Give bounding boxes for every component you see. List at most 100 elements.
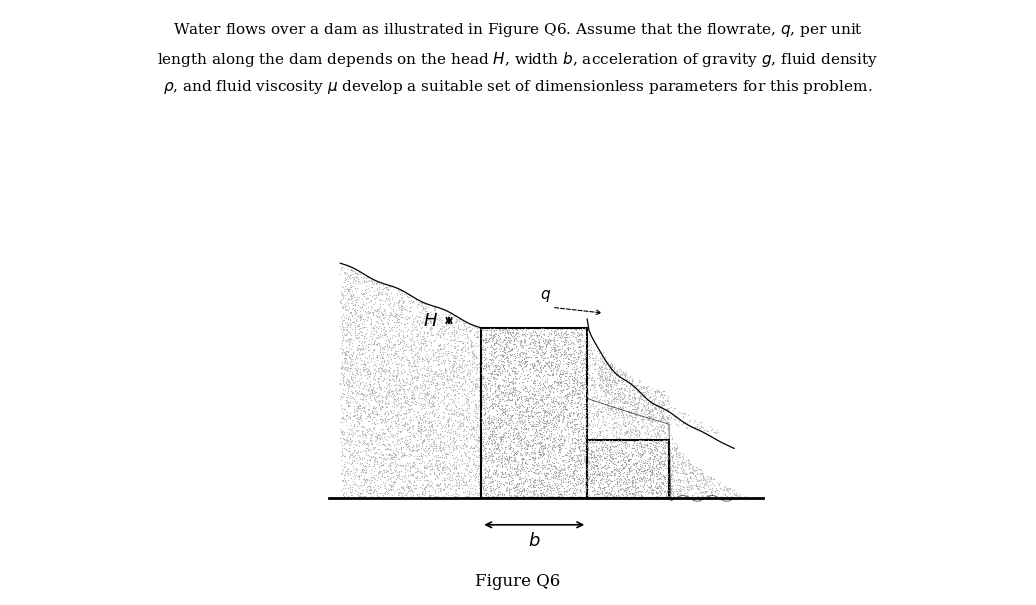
Point: [540, 382, 556, 391]
Point: [695, 472, 712, 482]
Point: [557, 486, 574, 495]
Point: [372, 414, 388, 424]
Point: [335, 335, 351, 345]
Point: [577, 419, 594, 429]
Point: [469, 431, 486, 440]
Point: [388, 473, 405, 482]
Point: [521, 333, 538, 342]
Point: [349, 448, 366, 457]
Point: [439, 449, 456, 459]
Point: [334, 363, 350, 373]
Point: [548, 378, 565, 387]
Point: [603, 379, 620, 388]
Point: [547, 466, 564, 476]
Point: [576, 446, 593, 456]
Point: [706, 480, 722, 489]
Point: [524, 342, 541, 352]
Point: [386, 456, 403, 465]
Point: [379, 359, 396, 368]
Point: [429, 463, 445, 473]
Point: [452, 442, 468, 452]
Point: [543, 429, 559, 439]
Point: [633, 382, 650, 392]
Point: [338, 349, 354, 359]
Point: [583, 456, 600, 466]
Point: [529, 411, 546, 421]
Point: [548, 410, 565, 420]
Point: [478, 394, 494, 404]
Point: [646, 417, 663, 427]
Point: [341, 358, 357, 367]
Point: [401, 441, 418, 451]
Point: [575, 473, 592, 483]
Point: [552, 463, 569, 473]
Point: [345, 374, 362, 384]
Point: [518, 384, 535, 394]
Point: [598, 425, 614, 435]
Point: [469, 414, 486, 424]
Point: [510, 469, 526, 479]
Point: [568, 333, 584, 342]
Point: [334, 322, 350, 332]
Point: [421, 489, 437, 499]
Point: [391, 380, 407, 390]
Point: [371, 373, 387, 383]
Point: [391, 296, 407, 306]
Point: [544, 457, 560, 467]
Point: [452, 419, 468, 428]
Point: [552, 351, 569, 361]
Point: [520, 481, 537, 491]
Point: [384, 343, 401, 353]
Point: [421, 491, 437, 501]
Point: [380, 386, 397, 396]
Point: [353, 373, 370, 383]
Point: [602, 384, 618, 394]
Point: [381, 325, 398, 335]
Point: [595, 398, 611, 408]
Point: [384, 330, 401, 339]
Point: [583, 379, 600, 389]
Point: [588, 421, 605, 431]
Point: [376, 430, 393, 439]
Point: [660, 485, 677, 495]
Point: [472, 393, 489, 403]
Point: [551, 453, 568, 463]
Point: [656, 448, 672, 457]
Point: [716, 485, 732, 494]
Point: [620, 396, 636, 406]
Point: [610, 471, 627, 480]
Point: [362, 307, 378, 317]
Point: [335, 492, 351, 502]
Point: [375, 309, 392, 319]
Point: [499, 458, 516, 468]
Point: [476, 478, 492, 488]
Point: [356, 287, 373, 296]
Point: [439, 388, 456, 398]
Point: [423, 390, 439, 399]
Point: [407, 463, 424, 473]
Point: [511, 352, 527, 362]
Point: [506, 437, 522, 447]
Point: [361, 411, 377, 421]
Point: [399, 419, 415, 428]
Point: [509, 387, 525, 396]
Point: [419, 322, 435, 332]
Point: [365, 408, 381, 418]
Point: [577, 353, 594, 363]
Point: [432, 343, 449, 353]
Point: [542, 459, 558, 469]
Point: [340, 483, 356, 493]
Point: [524, 441, 541, 451]
Point: [693, 490, 710, 500]
Point: [616, 486, 633, 496]
Point: [674, 454, 691, 463]
Point: [405, 457, 422, 467]
Point: [632, 439, 649, 449]
Point: [387, 345, 404, 355]
Point: [602, 371, 618, 381]
Point: [460, 342, 477, 352]
Point: [378, 465, 395, 475]
Point: [466, 432, 483, 442]
Point: [652, 487, 668, 497]
Point: [452, 435, 468, 445]
